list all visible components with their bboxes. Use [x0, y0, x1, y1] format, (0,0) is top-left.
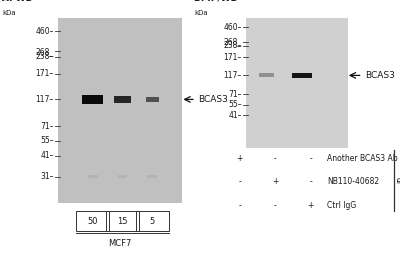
Text: 117–: 117–: [224, 71, 242, 80]
Text: 41–: 41–: [228, 110, 242, 120]
Text: 268_: 268_: [36, 47, 54, 56]
Bar: [246, 18, 348, 148]
Text: -: -: [309, 178, 312, 186]
Text: +: +: [237, 154, 243, 163]
Text: 41–: 41–: [40, 151, 54, 160]
Text: 31–: 31–: [40, 172, 54, 181]
Text: 117–: 117–: [36, 95, 54, 104]
Text: 171–: 171–: [36, 69, 54, 78]
Text: -: -: [274, 201, 276, 210]
Text: -: -: [238, 201, 241, 210]
Text: IP: IP: [397, 177, 400, 184]
Text: 50: 50: [87, 217, 98, 225]
Text: NB110-40682: NB110-40682: [327, 178, 379, 186]
Text: -: -: [309, 154, 312, 163]
Bar: [136, 211, 169, 231]
Text: 268_: 268_: [224, 37, 242, 46]
Text: 71–: 71–: [228, 90, 242, 99]
Text: 55–: 55–: [228, 100, 242, 109]
Text: BCAS3: BCAS3: [198, 95, 228, 104]
Text: 171–: 171–: [224, 53, 242, 62]
Text: 238–: 238–: [224, 41, 242, 50]
Bar: [88, 176, 98, 178]
Bar: [82, 95, 103, 104]
Text: 238–: 238–: [36, 53, 54, 61]
Text: -: -: [274, 154, 276, 163]
Text: +: +: [307, 201, 314, 210]
Bar: [114, 96, 131, 103]
Text: MCF7: MCF7: [108, 239, 132, 248]
Bar: [292, 73, 312, 78]
Bar: [259, 73, 274, 77]
Text: Ctrl IgG: Ctrl IgG: [327, 201, 356, 210]
Text: B. IP/WB: B. IP/WB: [194, 0, 238, 3]
Text: A. WB: A. WB: [2, 0, 32, 3]
Text: 15: 15: [117, 217, 128, 225]
Bar: [58, 18, 182, 203]
Text: kDa: kDa: [2, 10, 16, 16]
Text: 71–: 71–: [40, 122, 54, 131]
Text: kDa: kDa: [194, 10, 208, 16]
Text: -: -: [238, 178, 241, 186]
Text: 460–: 460–: [35, 27, 54, 36]
Text: +: +: [272, 178, 278, 186]
Bar: [118, 176, 128, 178]
Text: 55–: 55–: [40, 136, 54, 145]
Bar: [146, 97, 159, 102]
Bar: [106, 211, 139, 231]
Text: BCAS3: BCAS3: [365, 71, 394, 80]
Bar: [148, 176, 158, 178]
Text: Another BCAS3 Ab: Another BCAS3 Ab: [327, 154, 398, 163]
Bar: [76, 211, 109, 231]
Text: 460–: 460–: [224, 23, 242, 32]
Text: 5: 5: [150, 217, 155, 225]
